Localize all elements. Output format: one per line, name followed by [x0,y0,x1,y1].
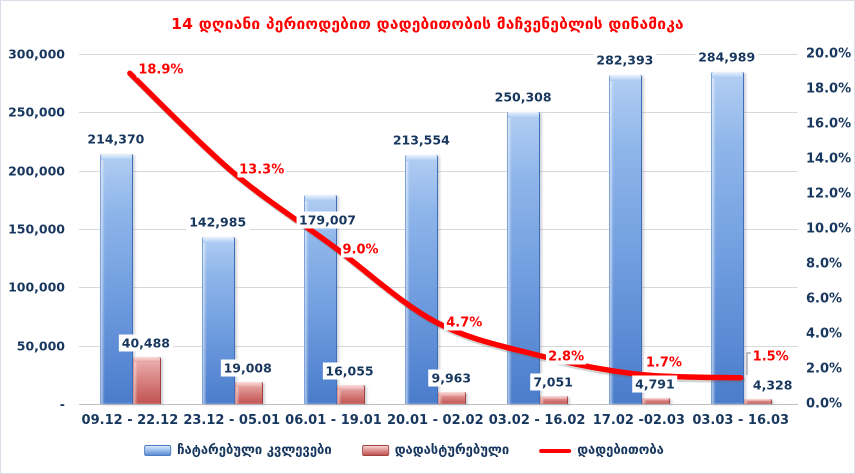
bar-tests [99,153,133,404]
left-axis-tick: 50,000 [16,338,65,354]
bar-top-highlight [508,112,540,118]
left-axis-tick: 300,000 [8,46,65,62]
data-label-confirmed: 16,055 [322,362,377,380]
bar-top-highlight [100,153,132,160]
bar-confirmed [743,399,772,404]
bar-top-highlight [133,356,160,362]
bar-top-highlight [406,154,438,161]
legend-item-confirmed: დადასტურებული [361,443,510,458]
bar-tests [405,154,439,404]
right-axis-tick: 0.0% [806,396,843,412]
data-label-tests: 282,393 [593,51,657,69]
data-label-confirmed: 9,963 [428,369,475,387]
gridline [79,54,798,55]
left-axis-tick: 100,000 [8,279,65,295]
legend-item-positivity: დადებითობა [539,443,664,458]
left-axis-tick: - [59,396,65,412]
data-label-confirmed: 4,791 [632,375,678,393]
category-label: 20.01 - 02.02 [386,413,484,428]
gridline [79,404,798,405]
bar-confirmed [641,398,670,404]
legend-label-tests: ჩატარებული კვლევები [177,443,332,458]
bar-tests [710,71,744,404]
chart-title: 14 დღიანი პერიოდებით დადებითობის მაჩვენე… [171,15,684,33]
bar-tests [201,237,235,404]
bar-top-highlight [609,74,641,81]
gridline [79,112,798,114]
gridline [79,287,798,289]
legend-label-confirmed: დადასტურებული [394,443,510,458]
left-axis-tick: 150,000 [8,221,65,237]
legend-label-positivity: დადებითობა [577,443,664,458]
data-label-confirmed: 4,328 [749,376,796,394]
left-axis-tick: 200,000 [8,163,65,179]
data-label-tests: 179,007 [296,211,359,229]
bar-top-highlight [439,392,466,397]
bar-confirmed [234,381,263,404]
left-axis-tick: 250,000 [8,104,65,120]
right-axis-tick: 2.0% [806,361,843,377]
data-label-confirmed: 7,051 [530,373,576,391]
data-label-tests: 250,308 [491,88,555,106]
data-label-positivity: 18.9% [136,62,186,78]
data-label-tests: 213,554 [389,131,453,149]
bar-confirmed [132,356,161,404]
bar-tests [608,74,642,404]
bar-tests [507,112,541,404]
category-label: 03.03 - 16.03 [692,413,790,428]
category-label: 17.02 -02.03 [592,413,685,428]
bar-top-highlight [304,195,336,202]
legend: ჩატარებული კვლევები დადასტურებული დადები… [144,443,664,458]
legend-item-tests: ჩატარებული კვლევები [144,443,332,458]
right-axis-tick: 4.0% [806,326,843,342]
right-axis-tick: 20.0% [806,46,852,62]
data-label-confirmed: 40,488 [118,334,174,352]
category-label: 09.12 - 22.12 [81,413,179,428]
red-line-swatch-icon [539,448,572,453]
gridline [79,345,798,347]
data-label-tests: 214,370 [84,130,148,148]
bar-top-highlight [337,385,364,391]
bar-top-highlight [202,237,234,244]
right-axis-tick: 18.0% [806,81,852,97]
data-label-positivity: 13.3% [237,162,287,178]
bar-confirmed [540,395,569,404]
category-label: 03.02 - 16.02 [488,413,586,428]
bar-confirmed [336,385,365,404]
right-axis-tick: 12.0% [806,186,852,202]
red-bar-swatch-icon [361,445,389,456]
data-label-positivity: 1.7% [643,355,684,371]
bar-top-highlight [744,399,771,401]
bar-top-highlight [235,381,262,387]
right-axis-tick: 16.0% [806,116,852,132]
data-label-tests: 284,989 [695,48,759,65]
bar-top-highlight [642,398,669,401]
right-axis-tick: 6.0% [806,291,843,307]
gridline [79,170,798,172]
blue-bar-swatch-icon [144,445,172,456]
category-label: 23.12 - 05.01 [183,413,281,428]
data-label-positivity: 4.7% [444,315,485,331]
category-label: 06.01 - 19.01 [285,413,382,428]
data-label-positivity: 1.5% [750,349,791,365]
right-axis-tick: 14.0% [806,151,852,167]
bar-top-highlight [711,71,743,78]
right-axis-tick: 10.0% [806,221,852,237]
data-label-positivity: 2.8% [546,349,587,365]
bar-top-highlight [541,395,568,399]
data-label-confirmed: 19,008 [220,359,275,377]
data-label-tests: 142,985 [186,213,250,231]
data-label-positivity: 9.0% [340,242,381,257]
right-axis-tick: 8.0% [806,256,843,272]
bar-confirmed [438,392,467,404]
